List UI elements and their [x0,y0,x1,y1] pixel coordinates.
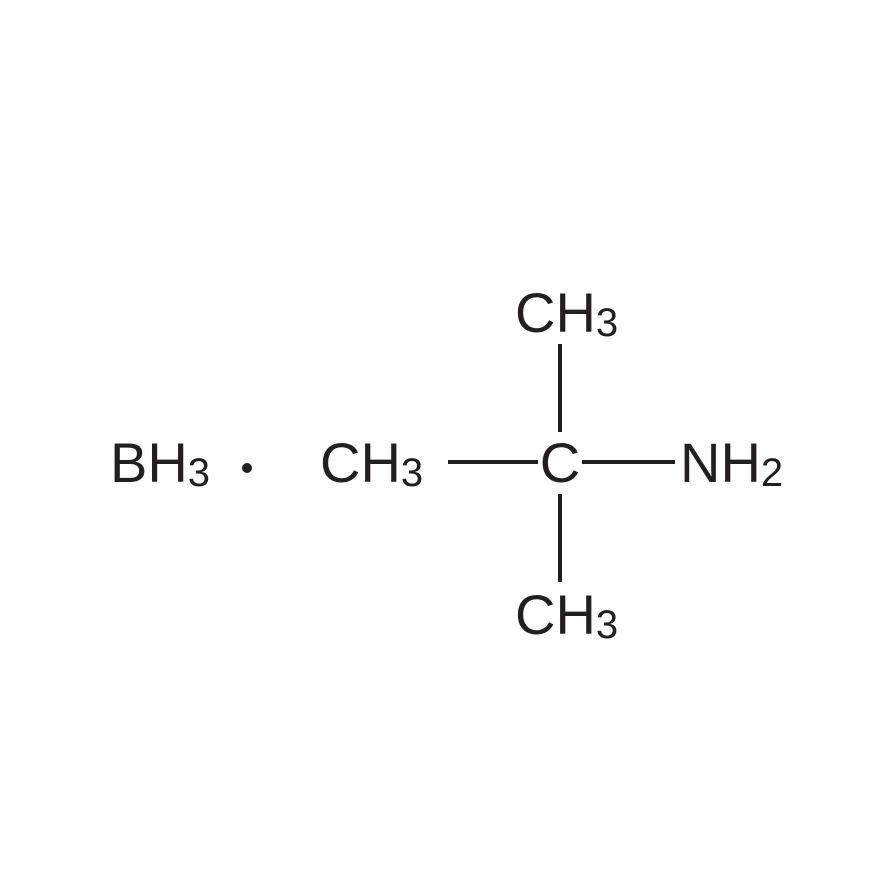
atom-label-ch3_left: CH3 [320,431,423,496]
atom-sub-ch3_left: 3 [401,451,423,495]
atom-main-nh2: NH [680,431,761,494]
atom-main-ch3_left: CH [320,431,401,494]
complex-dot [242,463,252,473]
atom-sub-bh3: 3 [188,451,210,495]
atom-label-ch3_bottom: CH3 [515,583,618,648]
atom-main-bh3: BH [110,431,188,494]
atom-sub-ch3_bottom: 3 [596,603,618,647]
atom-sub-ch3_top: 3 [596,301,618,345]
atom-main-ch3_bottom: CH [515,583,596,646]
atom-sub-nh2: 2 [761,451,783,495]
atom-main-c_center: C [540,431,580,494]
atom-label-ch3_top: CH3 [515,281,618,346]
atom-main-ch3_top: CH [515,281,596,344]
atom-label-bh3: BH3 [110,431,210,496]
atom-label-c_center: C [540,431,580,494]
atom-label-nh2: NH2 [680,431,783,496]
chemical-structure-diagram: BH3CH3CCH3CH3NH2 [0,0,890,890]
